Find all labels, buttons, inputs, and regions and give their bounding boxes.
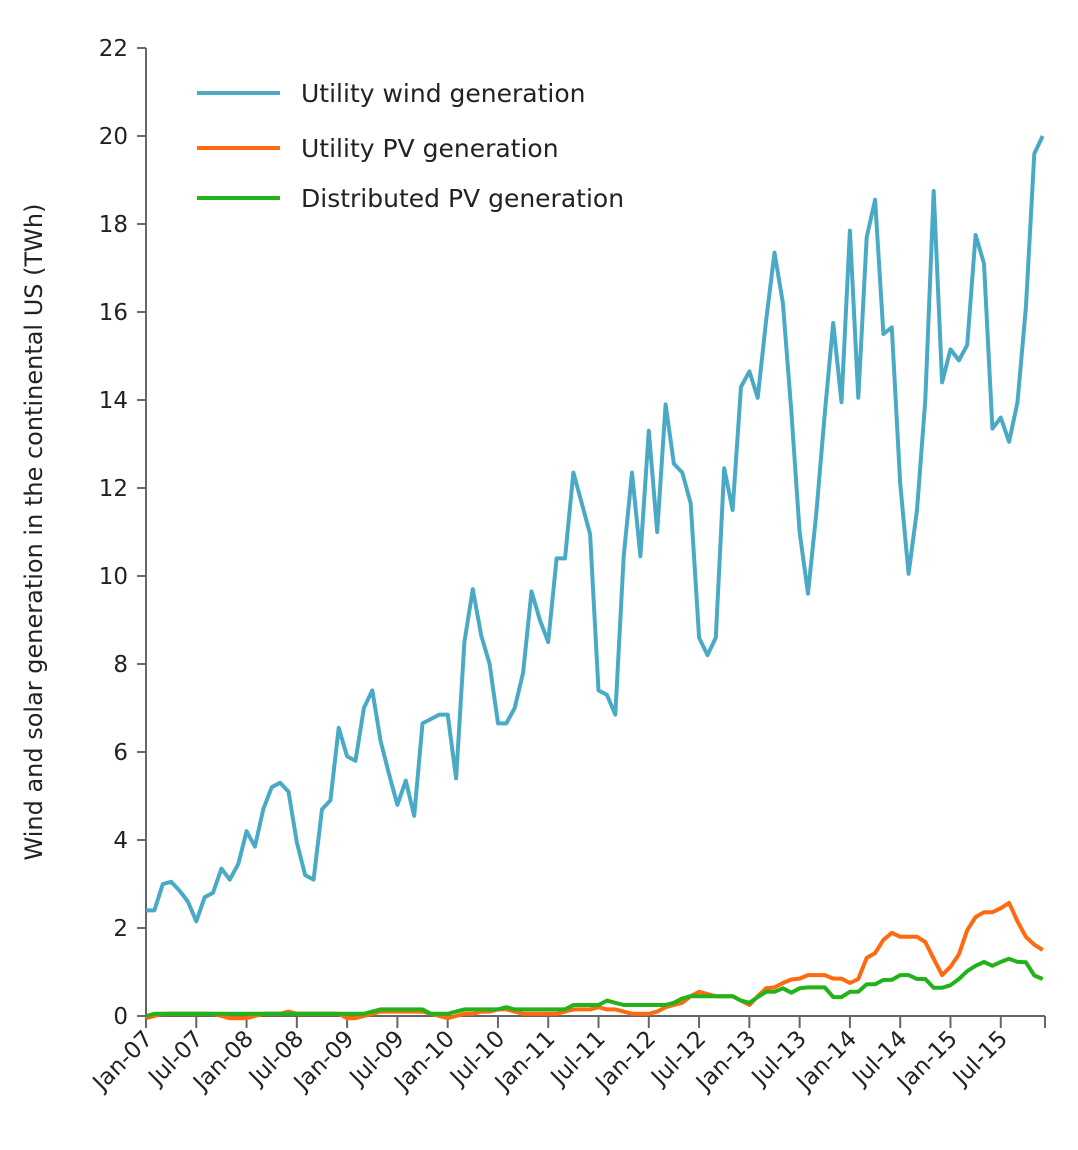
legend-label-1: Utility PV generation bbox=[301, 134, 559, 163]
legend: Utility wind generation Utility PV genera… bbox=[197, 79, 624, 213]
y-tick-label: 16 bbox=[99, 300, 128, 326]
y-tick-label: 8 bbox=[113, 652, 128, 678]
series-line-0 bbox=[146, 135, 1045, 924]
y-axis-label: Wind and solar generation in the contine… bbox=[20, 204, 48, 861]
y-tick-label: 18 bbox=[99, 212, 128, 238]
y-tick-label: 0 bbox=[113, 1004, 128, 1030]
x-tick-label: Jan-07 bbox=[87, 1026, 158, 1097]
series-lines bbox=[145, 135, 1045, 1021]
x-tick-label: Jul-15 bbox=[947, 1026, 1013, 1092]
y-tick-label: 6 bbox=[113, 740, 128, 766]
series-line-2 bbox=[145, 956, 1044, 1018]
legend-label-2: Distributed PV generation bbox=[301, 184, 624, 213]
y-tick-label: 12 bbox=[99, 476, 128, 502]
series-line-1 bbox=[145, 900, 1044, 1021]
y-tick-label: 10 bbox=[99, 564, 128, 590]
y-tick-label: 20 bbox=[99, 124, 128, 150]
legend-label-0: Utility wind generation bbox=[301, 79, 586, 108]
y-tick-label: 14 bbox=[99, 388, 128, 414]
y-tick-label: 2 bbox=[113, 916, 128, 942]
y-tick-label: 4 bbox=[113, 828, 128, 854]
y-tick-label: 22 bbox=[99, 36, 128, 62]
